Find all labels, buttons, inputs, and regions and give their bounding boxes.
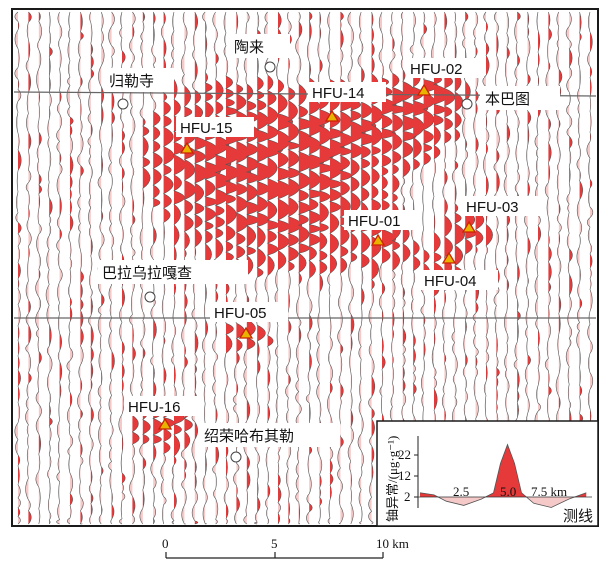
inset-frame	[376, 420, 599, 527]
place-label-benbatu: 本巴图	[485, 90, 530, 108]
sample-label-hfu-03: HFU-03	[466, 199, 519, 216]
place-label-taolai: 陶来	[234, 38, 264, 56]
sample-markers	[157, 83, 477, 430]
village-marker	[461, 98, 473, 110]
sample-marker-hfu-02	[416, 83, 432, 96]
sample-label-hfu-05: HFU-05	[214, 305, 267, 322]
profile-traces	[14, 11, 594, 525]
sample-label-hfu-16: HFU-16	[128, 399, 181, 416]
place-label-balawula: 巴拉乌拉嘎查	[102, 264, 192, 282]
inset-xtick: 2.5	[453, 484, 469, 499]
place-labels: 陶来 归勒寺 本巴图 巴拉乌拉嘎查 绍荣哈布其勒	[98, 34, 560, 447]
place-label-guilesi: 归勒寺	[109, 72, 154, 90]
inset-ytick: 2	[404, 489, 411, 504]
village-marker	[144, 291, 156, 303]
sample-label-hfu-04: HFU-04	[424, 273, 477, 290]
inset-ylabel: 铀异常/(μg·g⁻¹)	[385, 436, 400, 522]
sample-marker-hfu-01	[370, 233, 386, 246]
village-marker	[117, 98, 129, 110]
sample-marker-hfu-04	[441, 251, 457, 264]
inset-xtick: 5.0	[500, 484, 516, 499]
scale-bar	[165, 552, 384, 559]
inset-xtick: 7.5 km	[531, 484, 567, 499]
sample-marker-hfu-16	[157, 417, 173, 430]
scale-tick-10: 10 km	[376, 536, 409, 551]
inset-profile-legend: 铀异常/(μg·g⁻¹) 22 12 2 2.5 5.0 7.5 km 测线	[376, 420, 599, 527]
sample-marker-hfu-03	[461, 220, 477, 233]
sample-marker-hfu-05	[238, 326, 254, 339]
sample-label-hfu-01: HFU-01	[348, 213, 401, 230]
village-marker	[264, 61, 276, 73]
sample-label-hfu-15: HFU-15	[180, 120, 233, 137]
sample-marker-hfu-15	[179, 141, 195, 154]
scale-tick-0: 0	[162, 536, 169, 551]
sample-labels: HFU-02 HFU-14 HFU-15 HFU-01 HFU-03 HFU-0…	[124, 58, 540, 416]
scale-tick-5: 5	[271, 536, 278, 551]
inset-ytick: 22	[398, 447, 411, 462]
sample-marker-hfu-14	[324, 109, 340, 122]
inset-profile-curve	[418, 443, 592, 508]
sample-label-hfu-14: HFU-14	[312, 85, 365, 102]
village-marker	[230, 451, 242, 463]
inset-xlabel: 测线	[563, 507, 593, 525]
place-label-shaoronghabuqile: 绍荣哈布其勒	[204, 427, 294, 445]
inset-ytick: 12	[398, 468, 411, 483]
village-markers	[117, 61, 473, 463]
sample-label-hfu-02: HFU-02	[410, 61, 463, 78]
